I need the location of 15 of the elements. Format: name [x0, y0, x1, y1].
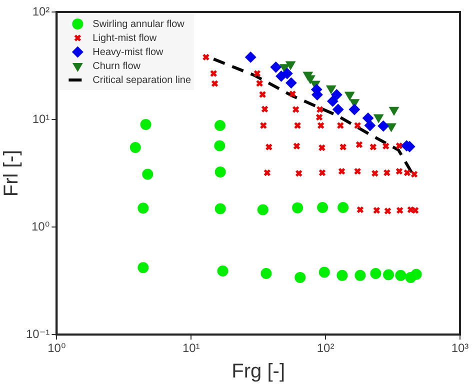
x-tick-label: 10² — [316, 341, 334, 356]
x-tick-label: 10¹ — [182, 341, 200, 356]
legend-label: Critical separation line — [92, 74, 192, 86]
legend-label: Heavy-mist flow — [92, 46, 164, 58]
y-tick-label: 10⁻¹ — [26, 326, 50, 341]
x-axis-title: Frg [-] — [232, 360, 286, 383]
x-tick-label: 10³ — [451, 341, 469, 356]
y-tick-label: 10¹ — [32, 112, 50, 126]
y-axis-title: Frl [-] — [0, 150, 23, 197]
legend-label: Light-mist flow — [92, 32, 158, 44]
legend-label: Swirling annular flow — [92, 18, 186, 30]
x-tick-label: 10⁰ — [48, 341, 66, 356]
y-tick-label: 10² — [32, 4, 50, 18]
y-tick-label: 10⁰ — [32, 219, 50, 234]
legend-label: Churn flow — [92, 60, 142, 72]
